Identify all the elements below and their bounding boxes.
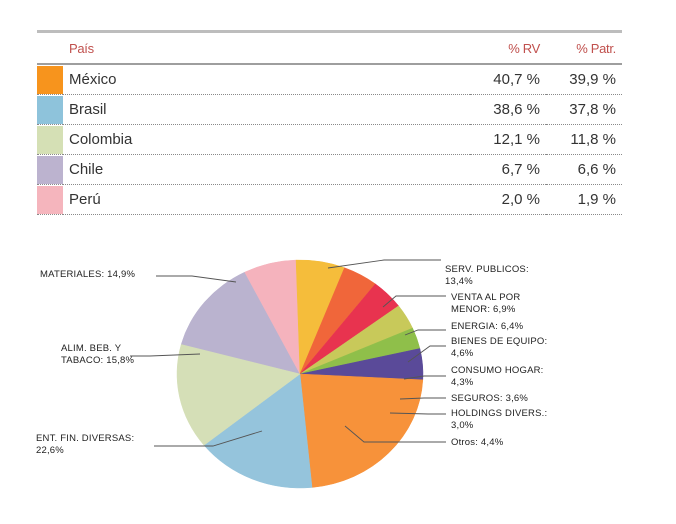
leader-line: [327, 259, 441, 269]
table-row: México 40,7 % 39,9 %: [37, 64, 622, 95]
country-allocation-table: País % RV % Patr. México 40,7 % 39,9 % B…: [37, 30, 622, 215]
slice-label: HOLDINGS DIVERS.: 3,0%: [451, 408, 547, 431]
leader-line: [399, 397, 446, 400]
leader-line: [156, 275, 237, 283]
slice-label: SEGUROS: 3,6%: [451, 393, 528, 404]
pie-slice: [176, 344, 301, 446]
rv-value: 2,0 %: [470, 184, 546, 215]
slice-label-line: HOLDINGS DIVERS.:: [451, 408, 547, 419]
table-row: Perú 2,0 % 1,9 %: [37, 184, 622, 215]
header-rv: % RV: [470, 30, 546, 65]
leader-line: [404, 329, 446, 336]
slice-label-line: VENTA AL POR: [451, 292, 520, 303]
leader-line: [389, 412, 446, 415]
table-row: Brasil 38,6 % 37,8 %: [37, 94, 622, 125]
slice-label-line: 22,6%: [36, 445, 64, 456]
slice-label-line: MENOR: 6,9%: [451, 304, 516, 315]
slice-label: CONSUMO HOGAR: 4,3%: [451, 365, 544, 388]
leader-line: [403, 375, 446, 380]
pie-slices: [176, 259, 424, 489]
slice-label: BIENES DE EQUIPO: 4,6%: [451, 336, 547, 359]
color-swatch: [37, 125, 63, 154]
patr-value: 6,6 %: [546, 154, 622, 185]
patr-value: 39,9 %: [546, 64, 622, 95]
rv-value: 38,6 %: [470, 94, 546, 125]
patr-value: 1,9 %: [546, 184, 622, 215]
pie-leader-lines: [130, 259, 446, 447]
leader-line: [382, 295, 446, 308]
color-swatch: [37, 155, 63, 184]
slice-label-line: ALIM. BEB. Y: [61, 343, 122, 354]
rv-value: 12,1 %: [470, 124, 546, 155]
slice-label-line: ENT. FIN. DIVERSAS:: [36, 433, 134, 444]
color-swatch: [37, 95, 63, 124]
country-name: Chile: [63, 154, 470, 185]
pie-slice: [299, 373, 424, 488]
slice-label-line: 13,4%: [445, 276, 473, 287]
slice-label: VENTA AL POR MENOR: 6,9%: [451, 292, 520, 315]
leader-line: [407, 345, 446, 363]
leader-line: [130, 353, 201, 357]
pie-slice: [203, 373, 313, 489]
slice-label-line: TABACO: 15,8%: [61, 355, 135, 366]
rv-value: 6,7 %: [470, 154, 546, 185]
patr-value: 37,8 %: [546, 94, 622, 125]
slice-label: SERV. PUBLICOS: 13,4%: [445, 264, 529, 287]
slice-label-line: CONSUMO HOGAR:: [451, 365, 544, 376]
table-header-row: País % RV % Patr.: [37, 30, 622, 65]
slice-label: Otros: 4,4%: [451, 437, 504, 448]
slice-label-line: 4,6%: [451, 348, 474, 359]
header-country: País: [37, 30, 470, 65]
header-patr: % Patr.: [546, 30, 622, 65]
patr-value: 11,8 %: [546, 124, 622, 155]
slice-label: ALIM. BEB. Y TABACO: 15,8%: [61, 343, 135, 366]
slice-label: MATERIALES: 14,9%: [40, 269, 135, 280]
country-name: Perú: [63, 184, 470, 215]
slice-label-line: Otros: 4,4%: [451, 437, 504, 448]
slice-label-line: ENERGIA: 6,4%: [451, 321, 524, 332]
slice-label-line: BIENES DE EQUIPO:: [451, 336, 547, 347]
leader-line: [154, 430, 263, 447]
country-name: Brasil: [63, 94, 470, 125]
slice-label-line: MATERIALES: 14,9%: [40, 269, 135, 280]
leader-line: [344, 425, 446, 443]
pie-labels: SERV. PUBLICOS: 13,4% VENTA AL POR MENOR: 6…: [36, 264, 547, 456]
color-swatch: [37, 65, 63, 94]
country-name: Colombia: [63, 124, 470, 155]
slice-label-line: SERV. PUBLICOS:: [445, 264, 529, 275]
slice-label: ENT. FIN. DIVERSAS: 22,6%: [36, 433, 134, 456]
slice-label-line: 3,0%: [451, 420, 474, 431]
table-row: Chile 6,7 % 6,6 %: [37, 154, 622, 185]
color-swatch: [37, 185, 63, 214]
slice-label: ENERGIA: 6,4%: [451, 321, 524, 332]
rv-value: 40,7 %: [470, 64, 546, 95]
table-row: Colombia 12,1 % 11,8 %: [37, 124, 622, 155]
pie-slice: [180, 271, 301, 375]
slice-label-line: SEGUROS: 3,6%: [451, 393, 528, 404]
slice-label-line: 4,3%: [451, 377, 474, 388]
country-name: México: [63, 64, 470, 95]
